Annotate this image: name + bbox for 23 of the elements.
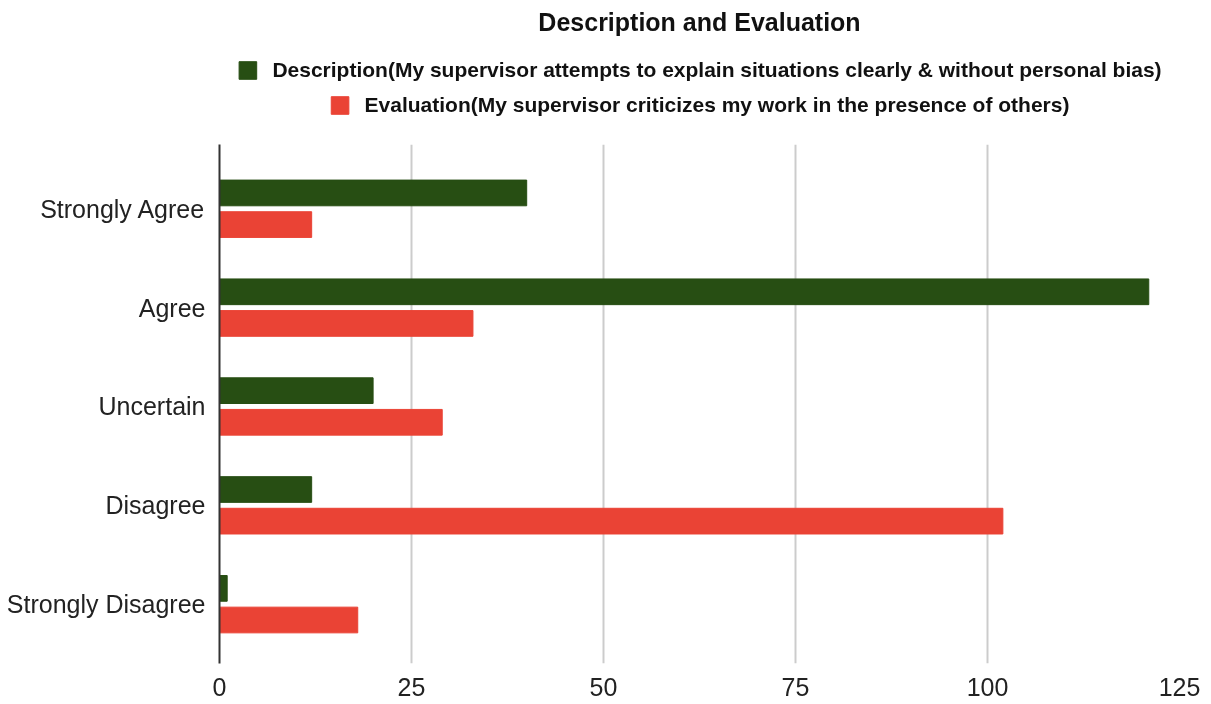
bar	[219, 408, 443, 436]
x-tick-label: 0	[212, 672, 227, 701]
legend-label: Description(My supervisor attempts to explain situations clearly & without personal bias)	[272, 58, 1162, 82]
x-tick-label: 50	[589, 672, 618, 701]
x-tick-label: 75	[781, 672, 810, 701]
x-tick-label: 25	[397, 672, 426, 701]
bar	[219, 476, 313, 503]
y-tick-label: Strongly Agree	[40, 194, 205, 223]
y-tick-label: Agree	[138, 293, 206, 322]
y-tick-label: Strongly Disagree	[6, 590, 206, 619]
x-tick-label: 100	[966, 672, 1009, 701]
bar	[219, 377, 374, 405]
bar	[219, 507, 1004, 535]
bar	[219, 310, 474, 337]
legend-label: Evaluation(My supervisor criticizes my work in the presence of others)	[364, 93, 1070, 117]
y-tick-label: Uncertain	[98, 392, 206, 421]
x-tick-label: 125	[1158, 672, 1201, 701]
chart-title: Description and Evaluation	[538, 7, 861, 36]
bar	[219, 211, 313, 238]
bar	[219, 179, 528, 207]
y-tick-label: Disagree	[105, 491, 206, 520]
bar	[219, 278, 1150, 306]
bar	[219, 606, 359, 634]
